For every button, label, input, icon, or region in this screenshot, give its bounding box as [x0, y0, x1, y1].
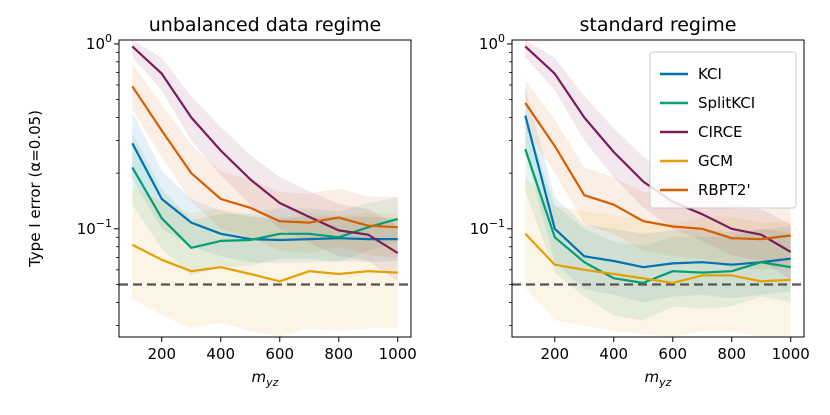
- legend-label: SplitKCI: [698, 94, 755, 112]
- x-tick-label: 600: [265, 345, 294, 363]
- band-circe: [525, 40, 791, 280]
- band-gcm: [132, 186, 398, 337]
- x-tick-label: 1000: [379, 345, 417, 363]
- y-axis-label: Type I error (α=0.05): [26, 110, 44, 268]
- legend-label: GCM: [698, 152, 733, 170]
- plot-area: [119, 40, 411, 337]
- legend-label: CIRCE: [698, 123, 743, 141]
- series-line-circe: [131, 45, 399, 254]
- x-tick-label: 200: [540, 345, 569, 363]
- x-tick-label: 800: [717, 345, 746, 363]
- x-tick-label: 600: [658, 345, 687, 363]
- series-line-kci: [131, 142, 398, 242]
- band-rbpt2: [132, 63, 398, 258]
- legend-label: KCI: [698, 65, 722, 83]
- chart-title: standard regime: [580, 14, 737, 36]
- x-tick-label: 200: [147, 345, 176, 363]
- x-tick-label: 400: [599, 345, 628, 363]
- y-tick-label: 100: [479, 32, 505, 53]
- chart-title: unbalanced data regime: [149, 14, 381, 36]
- x-tick-label: 400: [206, 345, 235, 363]
- legend-box: [649, 51, 797, 209]
- series-line-rbpt2: [131, 85, 398, 229]
- y-tick-label: 10−1: [77, 217, 112, 238]
- series-line-gcm: [131, 243, 398, 283]
- series-line-kci: [524, 115, 791, 269]
- band-kci: [525, 87, 791, 303]
- legend: KCI SplitKCI CIRCE GCM RBPT2': [649, 51, 797, 209]
- y-tick-label: 100: [86, 32, 112, 53]
- x-tick-label: 800: [324, 345, 353, 363]
- band-splitkci: [525, 117, 791, 321]
- series-line-gcm: [524, 233, 791, 284]
- band-splitkci: [132, 132, 398, 276]
- plot-area: [512, 40, 804, 337]
- legend-label: RBPT2': [698, 181, 751, 199]
- band-circe: [132, 40, 398, 282]
- series-line-splitkci: [524, 148, 791, 284]
- panel-2: 200 400 600 800 1000 100 10−1 standard regime my…: [470, 14, 810, 389]
- series-line-rbpt2: [524, 102, 791, 241]
- x-axis-label: myz: [252, 368, 279, 389]
- axes-frame: [118, 39, 412, 338]
- panel-1: 200 400 600 800 1000 100 10−1 unbalanced data r…: [26, 14, 417, 389]
- x-axis-label: myz: [645, 368, 672, 389]
- y-tick-label: 10−1: [470, 217, 505, 238]
- band-rbpt2: [525, 79, 791, 270]
- x-tick-label: 1000: [772, 345, 810, 363]
- band-gcm: [525, 177, 791, 337]
- axes-frame: [511, 39, 805, 338]
